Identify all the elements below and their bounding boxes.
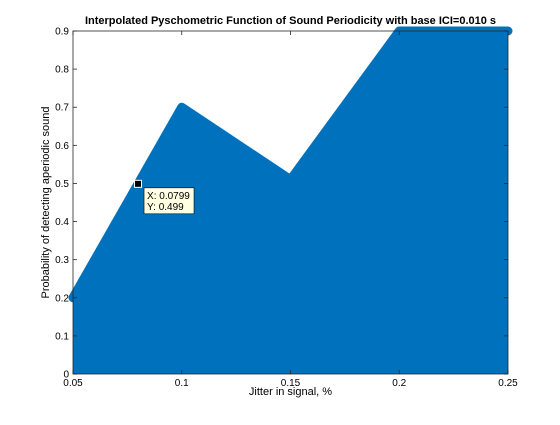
y-tick-label: 0.6 <box>55 141 69 152</box>
y-tick-label: 0.2 <box>55 293 69 304</box>
x-tick-label: 0.15 <box>281 378 301 389</box>
chart-title: Interpolated Pyschometric Function of So… <box>85 15 496 27</box>
y-tick-label: 0.3 <box>55 255 69 266</box>
datatip-x-text: X: 0.0799 <box>147 191 190 202</box>
x-axis-label: Jitter in signal, % <box>249 386 332 398</box>
x-tick-label: 0.05 <box>63 378 83 389</box>
x-axis: 0.05 0.1 0.15 0.2 0.25 <box>63 31 518 389</box>
datatip[interactable]: X: 0.0799 Y: 0.499 <box>134 179 195 215</box>
datatip-box <box>143 187 195 215</box>
y-tick-label: 0.4 <box>55 217 69 228</box>
y-tick-label: 0.7 <box>55 103 69 114</box>
x-tick-label: 0.25 <box>498 378 518 389</box>
y-tick-label: 0.9 <box>55 27 69 38</box>
series-area <box>73 31 508 374</box>
datatip-y-text: Y: 0.499 <box>147 202 184 213</box>
x-tick-label: 0.2 <box>392 378 406 389</box>
x-tick-label: 0.1 <box>175 378 189 389</box>
y-axis-label: Probability of detecting aperiodic sound <box>40 106 52 298</box>
y-tick-label: 0.5 <box>55 179 69 190</box>
y-axis: 0 0.1 0.2 0.3 0.4 0.5 0.6 0.7 0.8 0.9 <box>55 27 508 381</box>
y-tick-label: 0.1 <box>55 331 69 342</box>
datatip-marker[interactable] <box>134 179 143 188</box>
y-tick-label: 0 <box>63 370 69 381</box>
y-tick-label: 0.8 <box>55 65 69 76</box>
